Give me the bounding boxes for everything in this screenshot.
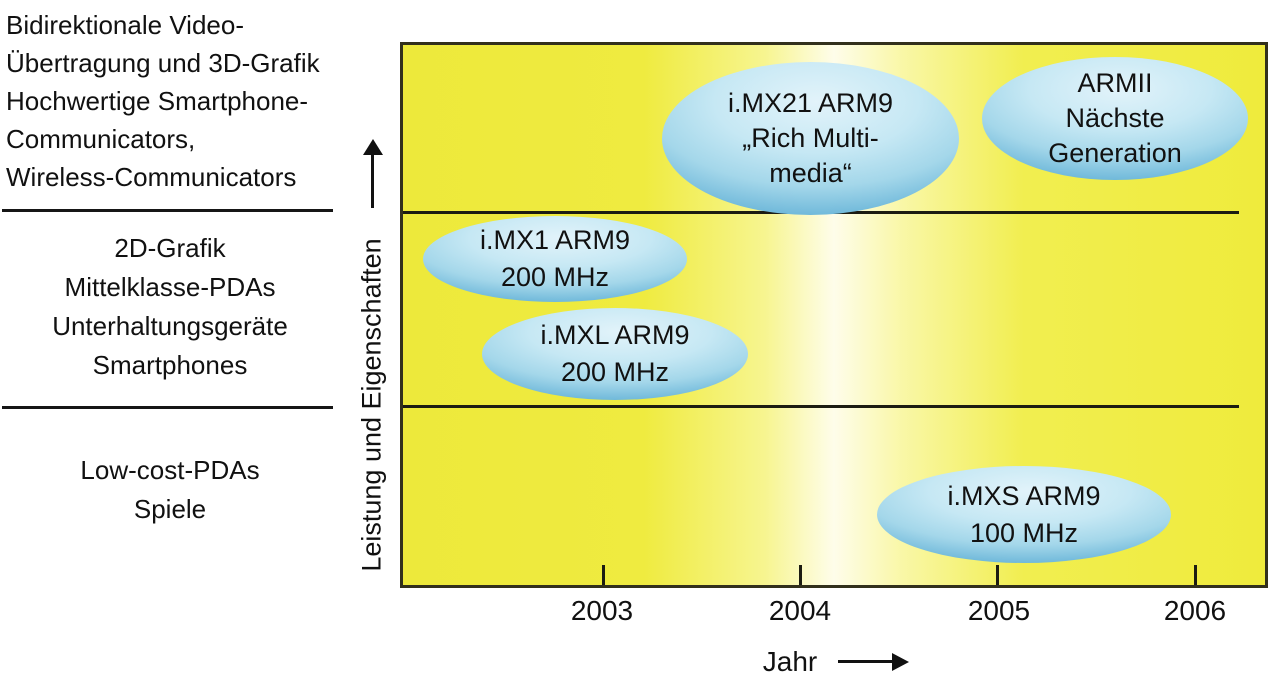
bubble-label-line: Generation bbox=[1048, 138, 1182, 168]
x-axis-label: Jahr bbox=[762, 646, 818, 677]
x-tick-label-2006: 2006 bbox=[1163, 595, 1227, 626]
bubble-label-line: i.MXL ARM9 bbox=[540, 320, 690, 350]
bubble-label-line: i.MX21 ARM9 bbox=[727, 88, 894, 118]
category-line: Smartphones bbox=[92, 350, 248, 380]
bubble-label-line: i.MX1 ARM9 bbox=[479, 225, 631, 255]
category-divider-top bbox=[2, 209, 333, 212]
category-line: Mittelklasse-PDAs bbox=[64, 272, 276, 302]
category-divider-bottom bbox=[2, 406, 333, 409]
x-tick-label-2004: 2004 bbox=[768, 595, 832, 626]
category-lowcost-label: Low-cost-PDAs Spiele bbox=[0, 451, 340, 529]
category-midrange-label: 2D-Grafik Mittelklasse-PDAs Unterhaltung… bbox=[0, 229, 340, 385]
category-line: Unterhaltungsgeräte bbox=[52, 311, 288, 341]
x-axis-tick-2004 bbox=[799, 565, 802, 585]
bubble-label-line: 100 MHz bbox=[969, 517, 1079, 548]
bubble-imxl: i.MXL ARM9 200 MHz bbox=[482, 308, 748, 400]
category-line: Low-cost-PDAs bbox=[80, 455, 260, 485]
tier-divider-bottom bbox=[403, 405, 1239, 408]
bubble-imx21: i.MX21 ARM9 „Rich Multi- media“ bbox=[662, 62, 959, 215]
y-axis-label: Leistung und Eigenschaften bbox=[356, 238, 387, 572]
bubble-label-line: i.MXS ARM9 bbox=[947, 480, 1101, 511]
x-axis-arrow bbox=[838, 660, 894, 663]
category-line: 2D-Grafik bbox=[114, 233, 226, 263]
bubble-armii: ARMII Nächste Generation bbox=[982, 57, 1248, 180]
category-line: Communicators, bbox=[6, 124, 196, 154]
y-axis-arrowhead-icon bbox=[363, 139, 383, 155]
x-tick-label-2003: 2003 bbox=[570, 595, 634, 626]
category-line: Hochwertige Smartphone- bbox=[6, 86, 309, 116]
bubble-label-line: „Rich Multi- bbox=[742, 123, 879, 153]
category-line: Übertragung und 3D-Grafik bbox=[6, 48, 320, 78]
category-line: Spiele bbox=[133, 494, 207, 524]
bubble-label-line: Nächste bbox=[1065, 103, 1165, 133]
plot-area: i.MX21 ARM9 „Rich Multi- media“ ARMII Nä… bbox=[400, 42, 1268, 588]
bubble-label-line: 200 MHz bbox=[560, 357, 670, 387]
bubble-label-line: 200 MHz bbox=[500, 262, 610, 292]
x-axis-arrowhead-icon bbox=[892, 653, 909, 671]
x-axis-tick-2006 bbox=[1194, 565, 1197, 585]
bubble-imx1: i.MX1 ARM9 200 MHz bbox=[423, 216, 687, 302]
category-line: Wireless-Communicators bbox=[6, 162, 297, 192]
x-axis-tick-2005 bbox=[996, 565, 999, 585]
y-axis-arrow bbox=[371, 153, 374, 208]
category-line: Bidirektionale Video- bbox=[6, 10, 244, 40]
x-axis-tick-2003 bbox=[602, 565, 605, 585]
bubble-imxs: i.MXS ARM9 100 MHz bbox=[877, 466, 1171, 563]
bubble-label-line: ARMII bbox=[1077, 68, 1153, 98]
bubble-label-line: media“ bbox=[769, 158, 852, 188]
category-highend-label: Bidirektionale Video- Übertragung und 3D… bbox=[6, 6, 356, 196]
x-tick-label-2005: 2005 bbox=[967, 595, 1031, 626]
